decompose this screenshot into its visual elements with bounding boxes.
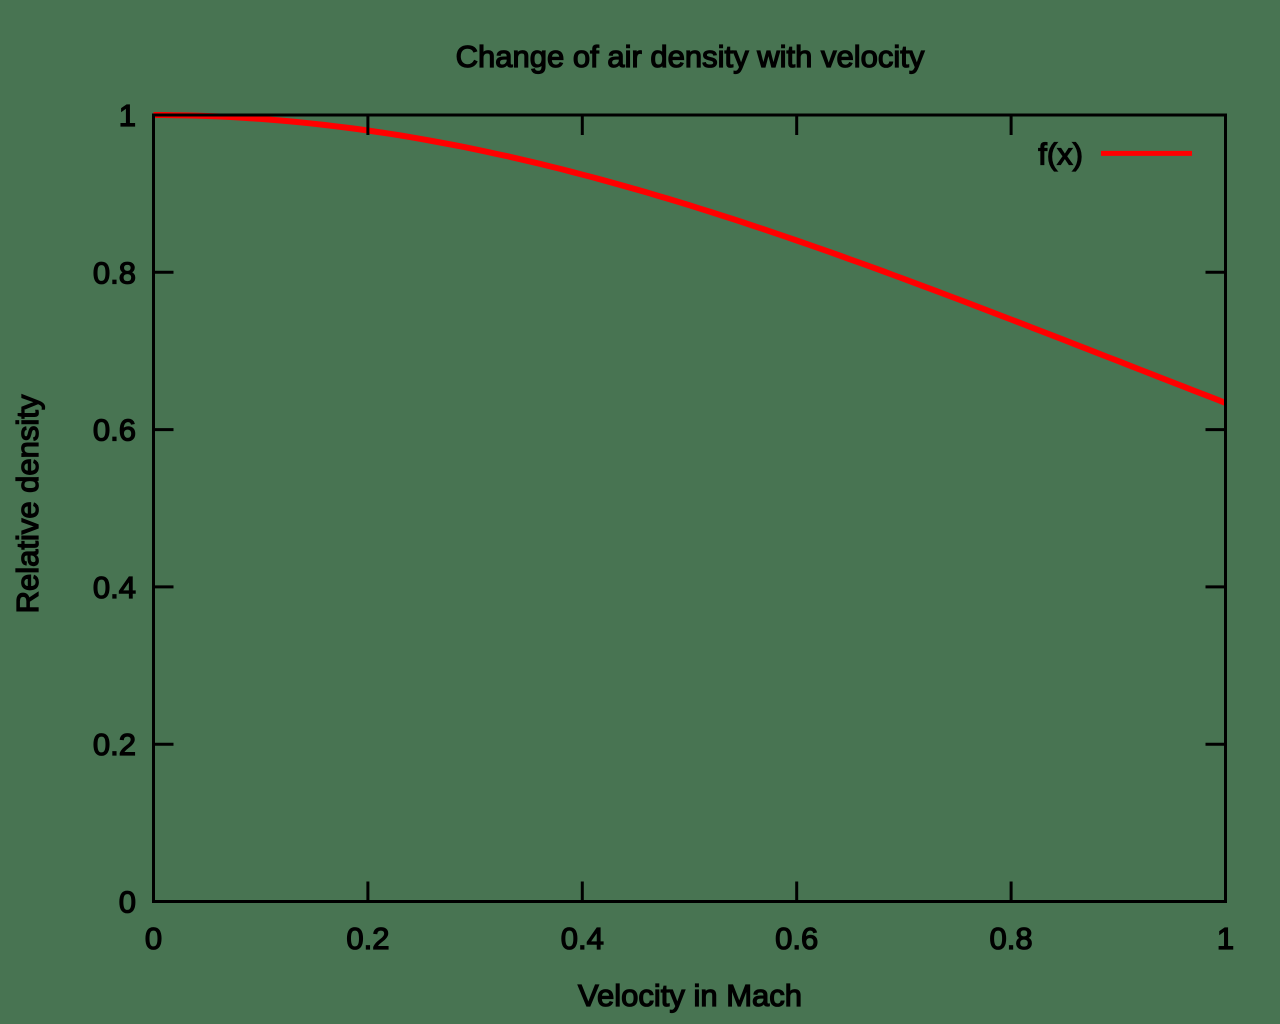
svg-text:0: 0 <box>119 885 136 920</box>
svg-text:0.6: 0.6 <box>93 413 136 448</box>
svg-text:Change of air density with vel: Change of air density with velocity <box>456 39 925 74</box>
svg-text:1: 1 <box>1217 921 1234 956</box>
svg-text:0.2: 0.2 <box>346 921 389 956</box>
svg-text:0.8: 0.8 <box>93 255 136 290</box>
svg-text:Relative density: Relative density <box>10 394 45 613</box>
svg-text:0.6: 0.6 <box>775 921 818 956</box>
svg-text:0: 0 <box>145 921 162 956</box>
svg-text:Velocity in Mach: Velocity in Mach <box>578 978 802 1013</box>
svg-text:1: 1 <box>119 98 136 133</box>
svg-text:0.4: 0.4 <box>561 921 604 956</box>
svg-text:0.4: 0.4 <box>93 570 136 605</box>
svg-text:f(x): f(x) <box>1038 137 1083 172</box>
svg-text:0.2: 0.2 <box>93 727 136 762</box>
svg-text:0.8: 0.8 <box>990 921 1033 956</box>
